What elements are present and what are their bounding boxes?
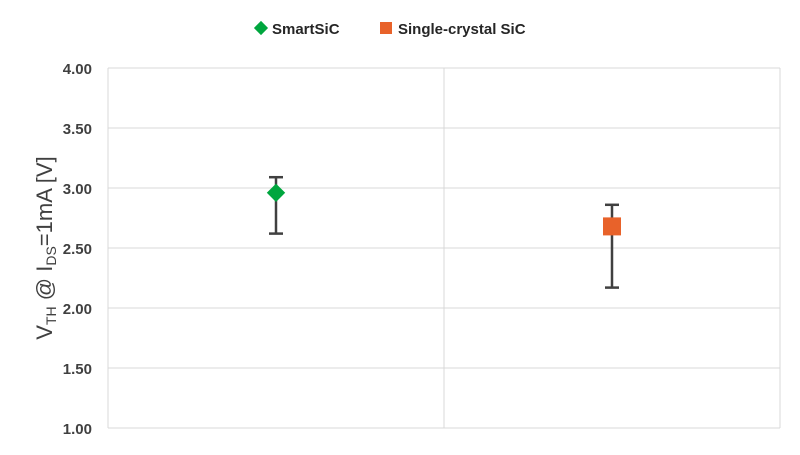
y-tick-label: 4.00 — [63, 61, 92, 78]
y-tick-label: 3.50 — [63, 121, 92, 138]
point-smartsic — [266, 183, 286, 202]
legend-label-single-crystal: Single-crystal SiC — [398, 21, 526, 38]
legend-marker-smartsic — [253, 20, 269, 36]
legend: SmartSiC Single-crystal SiC — [253, 20, 526, 38]
y-tick-label: 3.00 — [63, 181, 92, 198]
point-single-crystal-sic — [603, 217, 621, 236]
y-tick-label: 1.00 — [63, 421, 92, 438]
legend-label-smartsic: SmartSiC — [272, 21, 340, 38]
legend-marker-single-crystal — [380, 22, 392, 34]
y-axis-label: VTH @ IDS=1mA [V] — [32, 156, 59, 339]
y-tick-label: 2.00 — [63, 301, 92, 318]
y-tick-label: 1.50 — [63, 361, 92, 378]
y-tick-label: 2.50 — [63, 241, 92, 258]
